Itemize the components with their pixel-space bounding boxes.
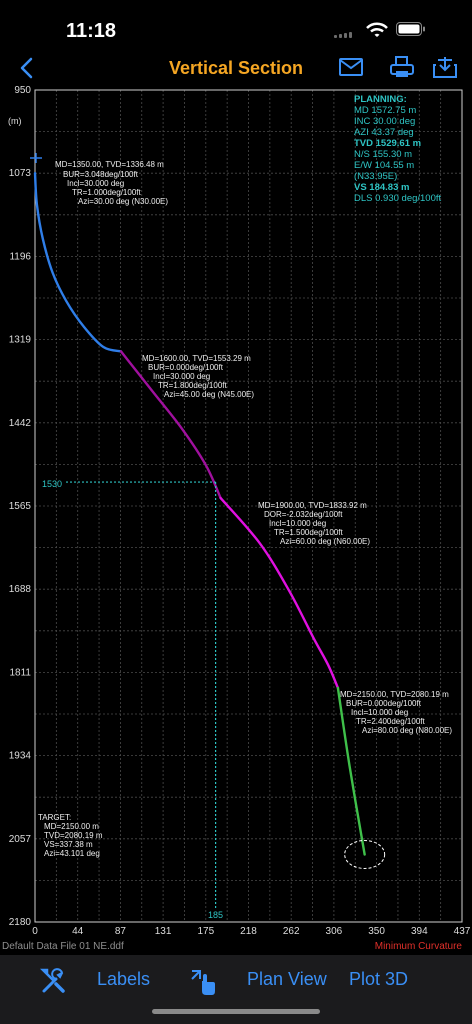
annotation-line: Azi=45.00 deg (N45.00E): [164, 390, 254, 399]
pan-gesture-icon[interactable]: [188, 967, 218, 997]
annotation-line: BUR=3.048deg/100ft: [63, 170, 139, 179]
y-tick-label: 1319: [9, 335, 32, 346]
plot-3d-button[interactable]: Plot 3D: [349, 969, 409, 989]
vertical-section-chart[interactable]: 950 1073 1196 1319 1442 1565 1688 1811 1934 2057 2…: [0, 86, 472, 936]
annotation-line: BUR=0.000deg/100ft: [148, 363, 224, 372]
wifi-icon: [366, 22, 388, 37]
y-tick-label: 1934: [9, 751, 32, 762]
page-title: Vertical Section: [168, 58, 304, 78]
annotation-line: MD=2150.00, TVD=2080.19 m: [340, 690, 449, 699]
annotation-line: DOR=-2.032deg/100ft: [264, 510, 343, 519]
annotation-line: Incl=10.000 deg: [351, 708, 408, 717]
planning-dls: DLS 0.930 deg/100ft: [354, 193, 442, 204]
annotation-line: MD=1600.00, TVD=1553.29 m: [142, 354, 251, 363]
target-line: VS=337.38 m: [44, 840, 93, 849]
planning-md: MD 1572.75 m: [354, 105, 416, 116]
well-path-segment-4: [336, 686, 366, 856]
cursor-crosshair: 1530 185: [42, 479, 223, 920]
annotation-line: TR=2.400deg/100ft: [356, 717, 425, 726]
x-tick-label: 218: [240, 926, 257, 936]
x-tick-label: 44: [72, 926, 84, 936]
well-path-segment-1: [33, 172, 123, 353]
tools-icon[interactable]: [40, 967, 68, 995]
cellular-signal-icon: [334, 32, 354, 38]
plot-frame: [34, 89, 463, 923]
annotation-line: Incl=30.000 deg: [67, 179, 124, 188]
annotation-line: Incl=30.000 deg: [153, 372, 210, 381]
mail-icon[interactable]: [338, 55, 364, 79]
x-tick-label: 306: [326, 926, 343, 936]
planning-header: PLANNING:: [354, 94, 407, 105]
planning-ew-dir: (N33.95E): [354, 171, 397, 182]
planning-tvd: TVD 1529.61 m: [354, 138, 421, 149]
annotation-line: BUR=0.000deg/100ft: [346, 699, 422, 708]
annotation-line: Azi=30.00 deg (N30.00E): [78, 197, 168, 206]
x-tick-label: 350: [368, 926, 385, 936]
cursor-tvd-label: 1530: [42, 479, 62, 489]
planning-ns: N/S 155.30 m: [354, 149, 412, 160]
y-tick-label: 2180: [9, 917, 32, 928]
home-indicator: [152, 1009, 320, 1014]
navigation-bar: Vertical Section: [0, 50, 472, 86]
plan-view-button[interactable]: Plan View: [247, 969, 327, 989]
y-tick-label: 2057: [9, 834, 32, 845]
y-tick-label: 950: [14, 86, 31, 96]
status-time: 11:18: [66, 20, 117, 42]
calculation-method: Minimum Curvature: [374, 941, 462, 952]
annotation-4: MD=2150.00, TVD=2080.19 m BUR=0.000deg/1…: [340, 690, 452, 735]
planning-vs: VS 184.83 m: [354, 182, 409, 193]
tie-in-marker: [30, 153, 42, 163]
x-tick-label: 0: [32, 926, 38, 936]
annotation-2: MD=1600.00, TVD=1553.29 m BUR=0.000deg/1…: [142, 354, 254, 399]
x-tick-label: 437: [454, 926, 471, 936]
y-tick-label: 1442: [9, 418, 32, 429]
print-icon[interactable]: [389, 55, 415, 79]
status-bar: 11:18: [0, 0, 472, 50]
planning-ew: E/W 104.55 m: [354, 160, 414, 171]
annotation-line: MD=1900.00, TVD=1833.92 m: [258, 501, 367, 510]
y-tick-label: 1811: [9, 667, 31, 678]
annotation-line: MD=1350.00, TVD=1336.48 m: [55, 160, 164, 169]
annotation-3: MD=1900.00, TVD=1833.92 m DOR=-2.032deg/…: [258, 501, 370, 546]
x-tick-label: 131: [155, 926, 172, 936]
x-tick-label: 262: [283, 926, 300, 936]
target-info: TARGET: MD=2150.00 m TVD=2080.19 m VS=33…: [38, 813, 103, 858]
planning-inc: INC 30.00 deg: [354, 116, 415, 127]
x-tick-label: 87: [115, 926, 127, 936]
well-path-segment-3: [219, 496, 340, 690]
battery-icon: [396, 22, 425, 36]
annotation-1: MD=1350.00, TVD=1336.48 m BUR=3.048deg/1…: [55, 160, 168, 206]
planning-azi: AZI 43.37 deg: [354, 127, 414, 138]
annotation-line: TR=1.800deg/100ft: [158, 381, 227, 390]
back-chevron-icon[interactable]: [16, 56, 36, 80]
target-line: TARGET:: [38, 813, 71, 822]
annotation-line: Incl=10.000 deg: [269, 519, 326, 528]
y-tick-label: 1196: [9, 251, 31, 262]
well-path-segment-2: [119, 350, 222, 500]
chart-grid: [34, 89, 463, 923]
save-tray-icon[interactable]: [432, 55, 458, 79]
annotation-line: Azi=80.00 deg (N80.00E): [362, 726, 452, 735]
y-tick-label: 1565: [9, 501, 32, 512]
target-line: MD=2150.00 m: [44, 822, 99, 831]
data-file-name: Default Data File 01 NE.ddf: [2, 941, 124, 952]
y-tick-label: 1073: [9, 168, 32, 179]
annotation-line: TR=1.500deg/100ft: [274, 528, 343, 537]
annotation-line: Azi=60.00 deg (N60.00E): [280, 537, 370, 546]
x-tick-label: 175: [197, 926, 214, 936]
target-line: Azi=43.101 deg: [44, 849, 100, 858]
y-tick-label: 1688: [9, 584, 32, 595]
target-ellipse: [344, 839, 386, 869]
y-axis-unit: (m): [8, 116, 22, 126]
annotation-line: TR=1.000deg/100ft: [72, 188, 141, 197]
target-line: TVD=2080.19 m: [44, 831, 103, 840]
cursor-vs-label: 185: [208, 910, 223, 920]
planning-panel: PLANNING: MD 1572.75 m INC 30.00 deg AZI…: [354, 94, 442, 204]
labels-button[interactable]: Labels: [97, 969, 151, 989]
x-tick-label: 394: [411, 926, 428, 936]
